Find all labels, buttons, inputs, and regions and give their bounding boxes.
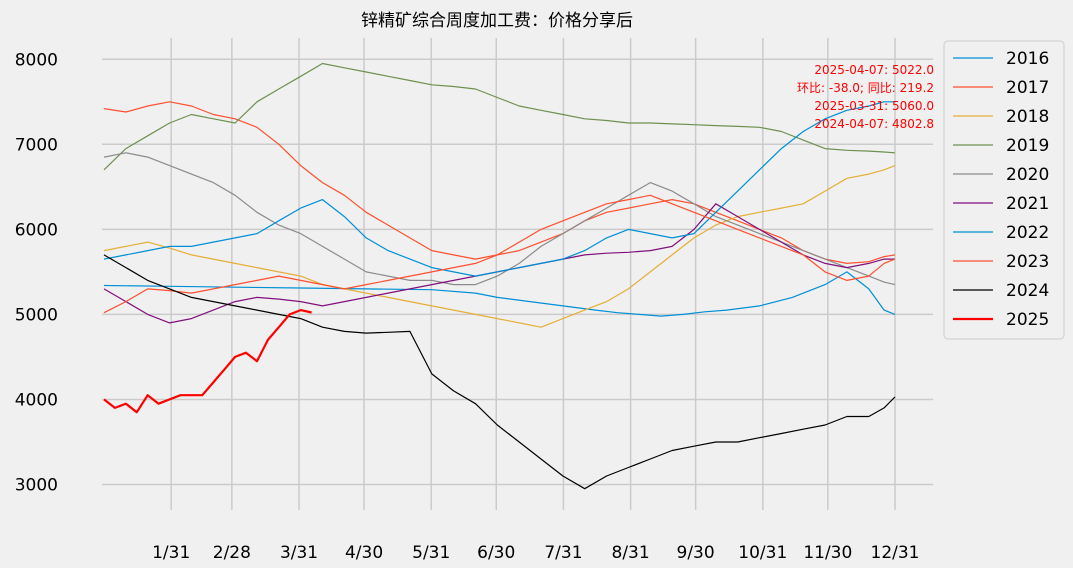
- y-tick-label: 5000: [15, 305, 58, 325]
- series-line-2021: [103, 203, 895, 324]
- x-tick-label: 11/30: [803, 543, 852, 563]
- series-lines: [103, 62, 896, 490]
- annotation-line: 2025-03-31: 5060.0: [814, 99, 934, 113]
- annotation-line: 2025-04-07: 5022.0: [814, 63, 934, 77]
- x-tick-label: 6/30: [477, 543, 515, 563]
- legend-label: 2020: [1006, 165, 1049, 185]
- series-line-2018: [103, 165, 896, 328]
- series-line-2025: [103, 309, 312, 414]
- x-tick-label: 3/31: [280, 543, 318, 563]
- annotation-line: 环比: -38.0; 同比: 219.2: [797, 81, 934, 95]
- legend-label: 2019: [1006, 136, 1049, 156]
- legend-label: 2024: [1006, 281, 1049, 301]
- legend-label: 2025: [1006, 310, 1049, 330]
- series-line-2024: [103, 254, 896, 490]
- legend-label: 2023: [1006, 252, 1049, 272]
- x-tick-label: 7/31: [544, 543, 582, 563]
- y-tick-label: 3000: [15, 475, 58, 495]
- y-tick-label: 8000: [15, 50, 58, 70]
- y-tick-label: 7000: [15, 135, 58, 155]
- chart-title: 锌精矿综合周度加工费：价格分享后: [361, 11, 633, 31]
- x-tick-label: 12/31: [871, 543, 920, 563]
- series-line-2016: [103, 271, 896, 317]
- legend: 2016 2017 2018 2019 2020 2021 2022 2023 2024 2025: [943, 40, 1065, 340]
- legend-label: 2017: [1006, 78, 1049, 98]
- series-line-2020: [103, 152, 896, 286]
- x-tick-label: 4/30: [345, 543, 383, 563]
- series-line-2019: [103, 62, 896, 171]
- legend-label: 2018: [1006, 107, 1049, 127]
- series-line-2022: [103, 101, 895, 277]
- x-tick-label: 10/31: [738, 543, 787, 563]
- series-line-2023: [103, 194, 896, 314]
- y-tick-label: 4000: [15, 390, 58, 410]
- annotation-line: 2024-04-07: 4802.8: [814, 117, 934, 131]
- x-tick-label: 9/30: [677, 543, 715, 563]
- x-tick-label: 8/31: [612, 543, 650, 563]
- legend-label: 2016: [1006, 49, 1049, 69]
- x-tick-label: 2/28: [213, 543, 251, 563]
- y-tick-label: 6000: [15, 220, 58, 240]
- annotation: 2025-04-07: 5022.0 环比: -38.0; 同比: 219.2 20…: [797, 63, 934, 131]
- grid: [102, 38, 933, 510]
- x-tick-label: 5/31: [412, 543, 450, 563]
- legend-label: 2022: [1006, 223, 1049, 243]
- x-tick-label: 1/31: [152, 543, 190, 563]
- legend-label: 2021: [1006, 194, 1049, 214]
- axis-labels: 3000 4000 5000 6000 7000 8000 1/31 2/28 3/31 4/30…: [15, 50, 920, 563]
